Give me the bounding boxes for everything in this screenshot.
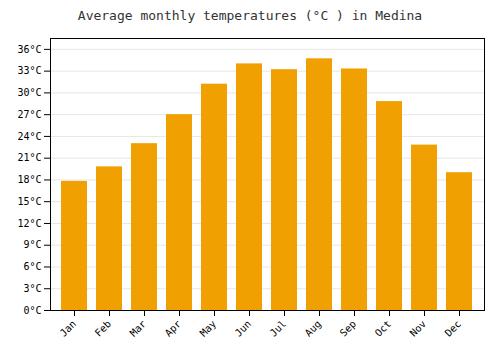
svg-text:Nov: Nov: [408, 318, 429, 339]
svg-text:Mar: Mar: [128, 318, 149, 339]
svg-text:15°C: 15°C: [17, 196, 41, 207]
svg-text:12°C: 12°C: [17, 218, 41, 229]
svg-text:33°C: 33°C: [17, 65, 41, 76]
svg-text:3°C: 3°C: [23, 283, 41, 294]
svg-text:Aug: Aug: [303, 318, 324, 339]
svg-text:6°C: 6°C: [23, 261, 41, 272]
svg-text:21°C: 21°C: [17, 152, 41, 163]
svg-text:18°C: 18°C: [17, 174, 41, 185]
svg-text:Feb: Feb: [93, 318, 114, 339]
svg-text:36°C: 36°C: [17, 44, 41, 55]
svg-text:Jul: Jul: [268, 318, 289, 339]
svg-text:30°C: 30°C: [17, 87, 41, 98]
svg-text:Dec: Dec: [443, 318, 464, 339]
svg-text:9°C: 9°C: [23, 239, 41, 250]
svg-text:Sep: Sep: [338, 318, 359, 339]
svg-text:27°C: 27°C: [17, 109, 41, 120]
html-text:Average monthly temperatures (: Average monthly temperatures (°C ) in Me…: [77, 8, 423, 23]
svg-text:Jan: Jan: [58, 318, 79, 339]
svg-text:Oct: Oct: [373, 318, 394, 339]
svg-text:0°C: 0°C: [23, 305, 41, 316]
svg-text:Jun: Jun: [233, 318, 254, 339]
svg-text:May: May: [198, 318, 219, 339]
svg-text:Apr: Apr: [163, 318, 184, 339]
svg-text:24°C: 24°C: [17, 131, 41, 142]
